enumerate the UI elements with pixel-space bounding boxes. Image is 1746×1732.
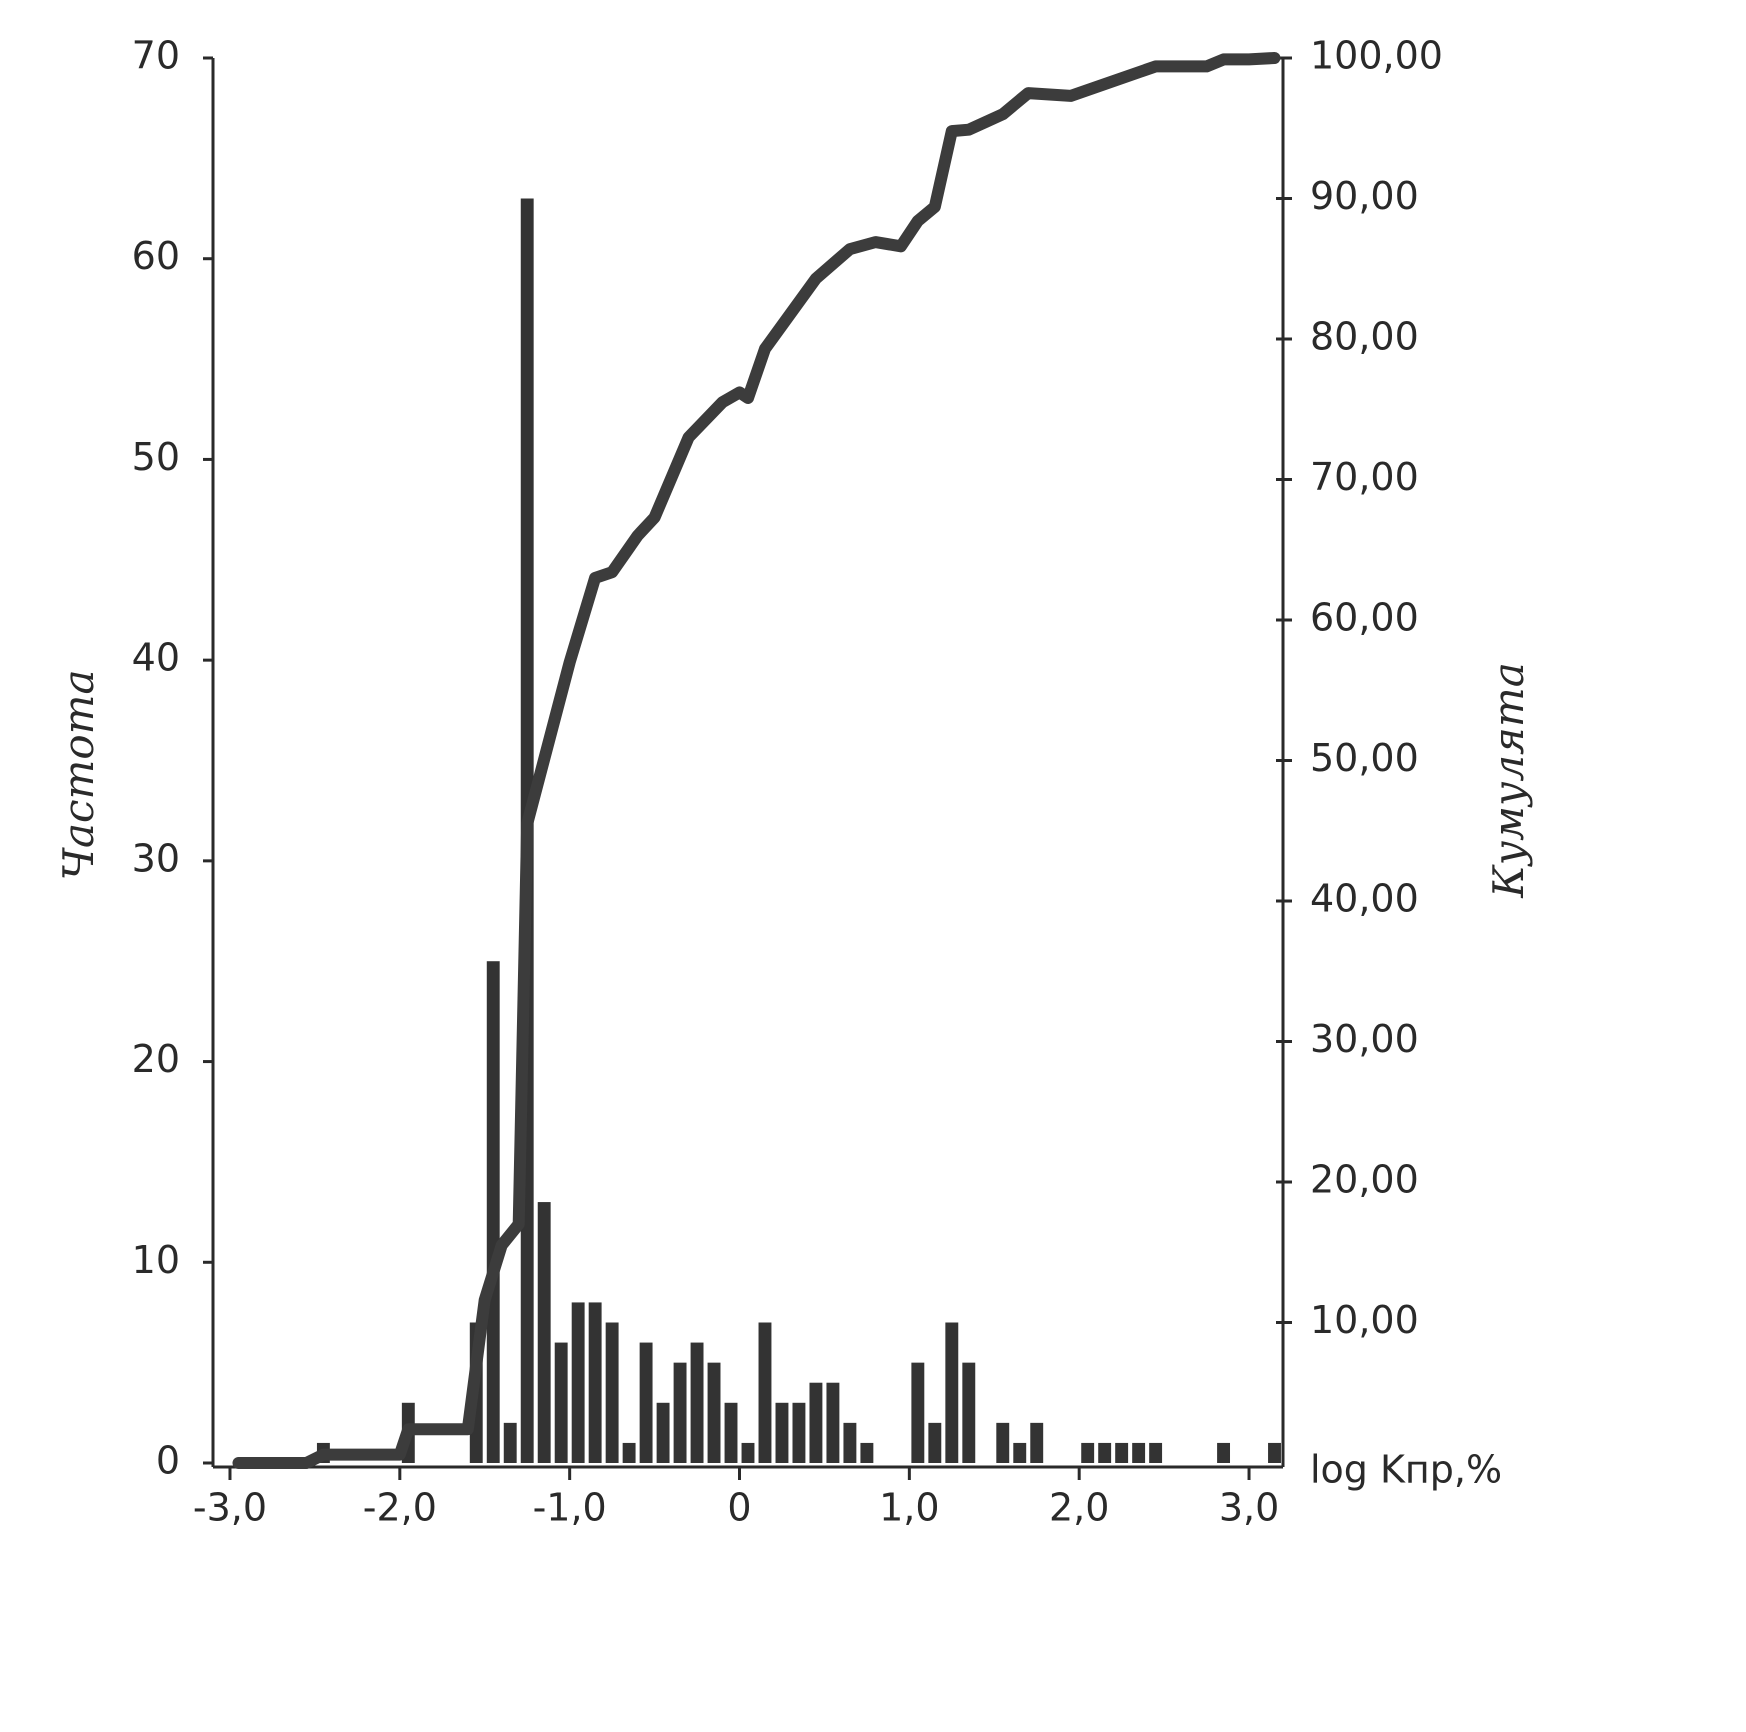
y-tick-label: 20	[132, 1037, 180, 1081]
bar	[537, 1202, 551, 1463]
bar	[1081, 1442, 1095, 1463]
x-tick-label: 3,0	[1219, 1486, 1279, 1530]
y-tick-label: 50	[132, 435, 180, 479]
bar	[843, 1422, 857, 1463]
bar	[656, 1402, 670, 1463]
bar	[622, 1442, 636, 1463]
x-tick-label: 1,0	[879, 1486, 939, 1530]
y2-axis-title: Кумулята	[1484, 662, 1533, 898]
bar	[486, 961, 500, 1463]
bar	[962, 1362, 976, 1463]
x-axis-title: log Kпр,%	[1310, 1448, 1502, 1492]
bar	[1013, 1442, 1027, 1463]
bar	[1098, 1442, 1112, 1463]
y-tick-label: 10	[132, 1238, 180, 1282]
y2-tick-label: 60,00	[1310, 596, 1419, 640]
bar	[1268, 1442, 1281, 1463]
bar	[1132, 1442, 1146, 1463]
bar	[588, 1302, 602, 1463]
y2-tick-label: 40,00	[1310, 877, 1419, 921]
y2-tick-label: 20,00	[1310, 1158, 1419, 1202]
x-tick-label: -3,0	[193, 1486, 267, 1530]
x-tick-label: 2,0	[1049, 1486, 1109, 1530]
bar	[911, 1362, 925, 1463]
bar	[1149, 1442, 1163, 1463]
bar	[860, 1442, 874, 1463]
bar	[673, 1362, 687, 1463]
bar	[707, 1362, 721, 1463]
bar	[571, 1302, 585, 1463]
bar	[758, 1322, 772, 1463]
bar	[503, 1422, 517, 1463]
y2-tick-label: 50,00	[1310, 736, 1419, 780]
y2-tick-label: 90,00	[1310, 174, 1419, 218]
cumulative-line	[232, 52, 1281, 1469]
y2-tick-label: 30,00	[1310, 1017, 1419, 1061]
bar	[639, 1342, 653, 1463]
bar	[945, 1322, 959, 1463]
bar	[809, 1382, 823, 1463]
y-tick-label: 70	[132, 34, 180, 78]
y2-tick-label: 70,00	[1310, 455, 1419, 499]
bar	[826, 1382, 840, 1463]
y-tick-label: 60	[132, 234, 180, 278]
bar	[605, 1322, 619, 1463]
bar	[724, 1402, 738, 1463]
y2-tick-label: 100,00	[1310, 34, 1443, 78]
x-tick-label: -2,0	[363, 1486, 437, 1530]
bar	[775, 1402, 789, 1463]
bar	[1217, 1442, 1231, 1463]
x-tick-label: -1,0	[533, 1486, 607, 1530]
bar	[996, 1422, 1010, 1463]
bar	[928, 1422, 942, 1463]
y-axis-title: Частота	[54, 669, 103, 880]
bar	[690, 1342, 704, 1463]
bar	[554, 1342, 568, 1463]
y2-tick-label: 10,00	[1310, 1298, 1419, 1342]
bar	[792, 1402, 806, 1463]
bar	[1115, 1442, 1129, 1463]
bar	[1030, 1422, 1044, 1463]
x-tick-label: 0	[727, 1486, 751, 1530]
y-tick-label: 40	[132, 636, 180, 680]
y-tick-label: 30	[132, 836, 180, 880]
y2-tick-label: 80,00	[1310, 315, 1419, 359]
y-tick-label: 0	[156, 1439, 180, 1483]
bar	[741, 1442, 755, 1463]
